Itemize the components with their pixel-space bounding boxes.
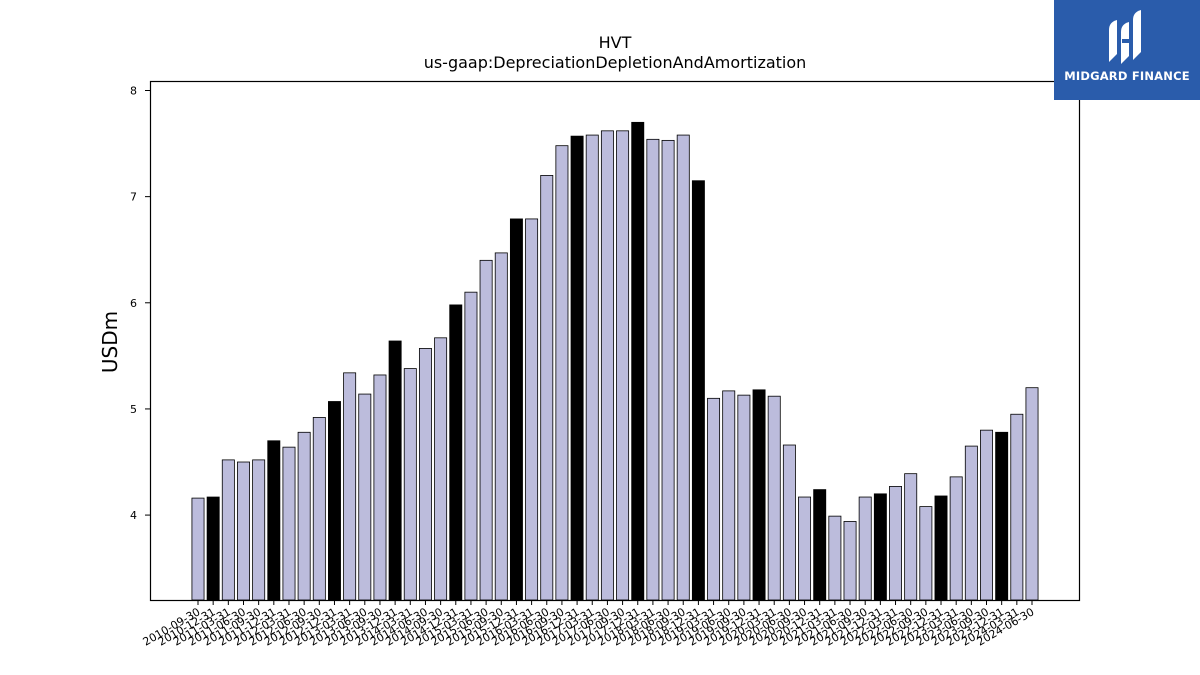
bars-layer [191,121,1039,601]
bar-2017-09-30 [616,130,630,601]
y-tick-label: 8 [130,84,137,97]
bar-2011-12-31 [267,440,281,601]
bar-2014-06-30 [418,348,432,601]
bar-2018-06-30 [661,139,675,601]
y-tick-label: 4 [130,509,137,522]
bar-2013-06-30 [358,393,372,601]
bar-2018-09-30 [676,134,690,601]
midgard-logo-icon [1109,10,1141,64]
bar-2020-03-31 [767,395,781,601]
bar-2012-06-30 [297,431,311,601]
bar-2014-03-31 [403,368,417,601]
bar-2016-09-30 [555,145,569,601]
bar-2024-06-30 [1025,387,1039,601]
bar-2017-12-31 [631,121,645,601]
bar-2023-06-30 [964,445,978,601]
bar-2021-03-31 [828,515,842,601]
bar-2019-03-31 [707,397,721,601]
bar-2020-12-31 [813,489,827,601]
bar-2021-12-31 [873,493,887,601]
bar-2023-12-31 [995,431,1009,601]
bar-2011-06-30 [237,461,250,601]
bar-2016-06-30 [540,175,554,601]
bar-2013-03-31 [343,372,357,601]
bar-2019-06-30 [722,390,736,601]
bar-2011-03-31 [221,459,235,601]
bar-2012-09-30 [312,417,326,601]
bar-2022-03-31 [889,486,902,601]
brand-name: MIDGARD FINANCE [1064,69,1190,83]
x-axis: 2010-09-302010-12-312011-03-312011-06-30… [141,600,1037,649]
bar-2024-03-31 [1010,413,1024,601]
y-tick-label: 7 [130,191,137,204]
bar-2014-09-30 [434,337,448,601]
bar-2021-06-30 [843,521,857,601]
bar-2018-03-31 [646,138,660,601]
bar-2012-03-31 [282,446,296,601]
bar-2015-03-31 [464,291,478,601]
bar-2020-09-30 [798,496,812,601]
bar-2016-12-31 [570,135,584,601]
bar-2010-12-31 [206,496,220,601]
bar-2015-12-31 [509,218,523,601]
bar-2015-06-30 [479,259,493,601]
brand-logo: MIDGARD FINANCE [1054,0,1200,100]
y-axis: 4 5 6 7 8 [130,84,151,522]
bar-2023-03-31 [949,476,963,601]
bar-2022-06-30 [904,473,918,601]
y-axis-label: USDm [98,311,122,373]
y-tick-label: 5 [130,403,137,416]
chart-title: HVT [599,33,632,52]
bar-2016-03-31 [525,218,539,601]
bar-2022-09-30 [919,506,933,601]
bar-2017-03-31 [585,134,599,601]
bar-2018-12-31 [691,180,705,601]
bar-2019-12-31 [752,389,766,601]
bar-2013-09-30 [373,374,387,601]
bar-2014-12-31 [449,304,463,601]
bar-2015-09-30 [494,252,508,601]
bar-2012-12-31 [328,401,341,601]
bar-2022-12-31 [934,495,948,601]
bar-2021-09-30 [858,496,872,601]
bar-2020-06-30 [782,444,796,601]
bar-2010-09-30 [191,497,205,601]
plot-frame [149,80,1081,602]
bar-2019-09-30 [737,394,751,601]
y-tick-label: 6 [130,297,137,310]
bar-2017-06-30 [600,130,614,601]
bar-2023-09-30 [980,429,993,601]
bar-2011-09-30 [252,459,266,601]
chart-subtitle: us-gaap:DepreciationDepletionAndAmortiza… [424,53,807,72]
bar-2013-12-31 [388,340,402,601]
